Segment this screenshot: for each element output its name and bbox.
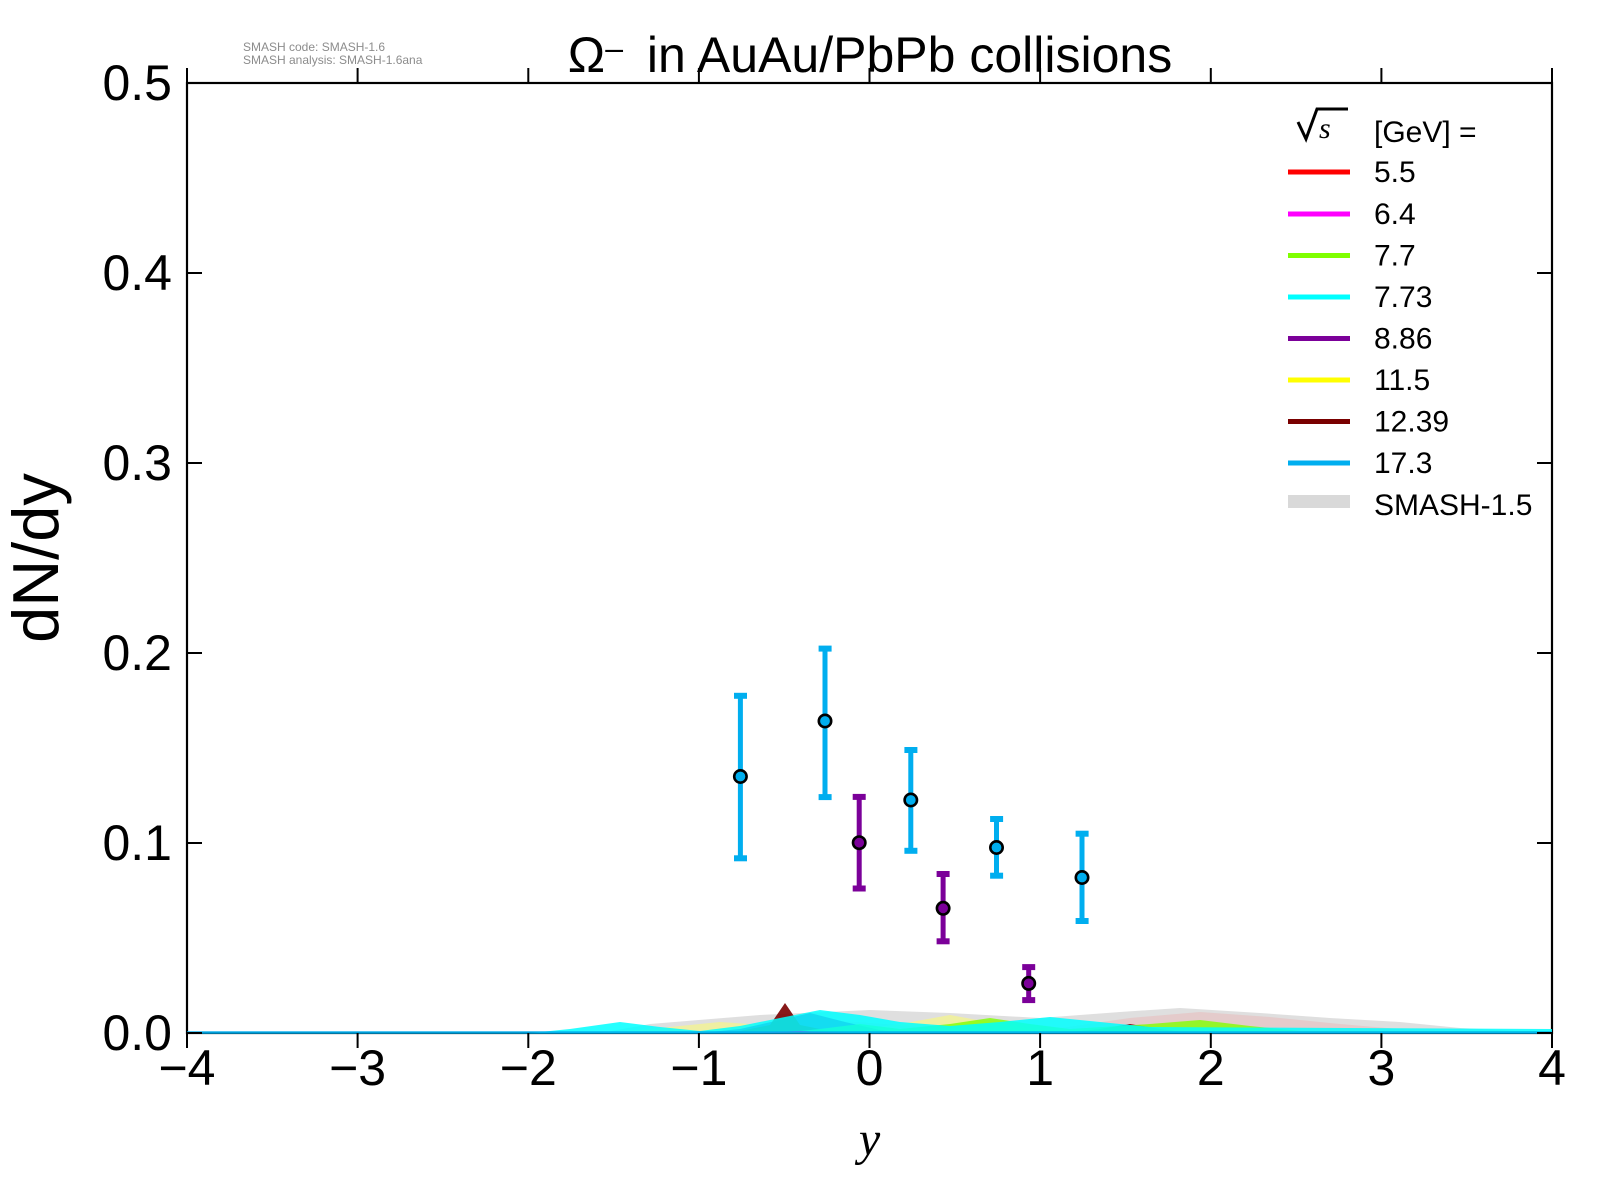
svg-text:SMASH analysis: SMASH-1.6ana: SMASH analysis: SMASH-1.6ana <box>243 53 423 67</box>
svg-text:0.3: 0.3 <box>102 435 172 491</box>
svg-text:0.5: 0.5 <box>102 55 172 111</box>
svg-text:6.4: 6.4 <box>1374 198 1416 231</box>
svg-text:17.3: 17.3 <box>1374 447 1432 480</box>
svg-text:s: s <box>1319 112 1331 145</box>
svg-text:SMASH-1.5: SMASH-1.5 <box>1374 489 1532 522</box>
svg-text:dN/dy: dN/dy <box>0 473 72 643</box>
svg-text:11.5: 11.5 <box>1374 364 1430 397</box>
svg-text:0.0: 0.0 <box>102 1005 172 1061</box>
svg-text:8.86: 8.86 <box>1374 323 1432 356</box>
svg-text:12.39: 12.39 <box>1374 406 1449 439</box>
svg-text:0.4: 0.4 <box>102 245 172 301</box>
svg-text:[GeV] =: [GeV] = <box>1374 116 1477 149</box>
svg-text:1: 1 <box>1026 1040 1054 1096</box>
svg-text:7.7: 7.7 <box>1374 240 1416 273</box>
svg-text:−2: −2 <box>500 1040 557 1096</box>
svg-text:4: 4 <box>1538 1040 1566 1096</box>
svg-text:3: 3 <box>1367 1040 1395 1096</box>
svg-text:0.1: 0.1 <box>102 815 172 871</box>
svg-text:7.73: 7.73 <box>1374 281 1432 314</box>
svg-text:−1: −1 <box>670 1040 727 1096</box>
svg-text:−3: −3 <box>329 1040 386 1096</box>
svg-text:y: y <box>854 1113 881 1166</box>
svg-text:5.5: 5.5 <box>1374 156 1416 189</box>
svg-text:0: 0 <box>856 1040 884 1096</box>
svg-text:SMASH code: SMASH-1.6: SMASH code: SMASH-1.6 <box>243 40 385 54</box>
svg-text:2: 2 <box>1197 1040 1225 1096</box>
svg-text:0.2: 0.2 <box>102 625 172 681</box>
